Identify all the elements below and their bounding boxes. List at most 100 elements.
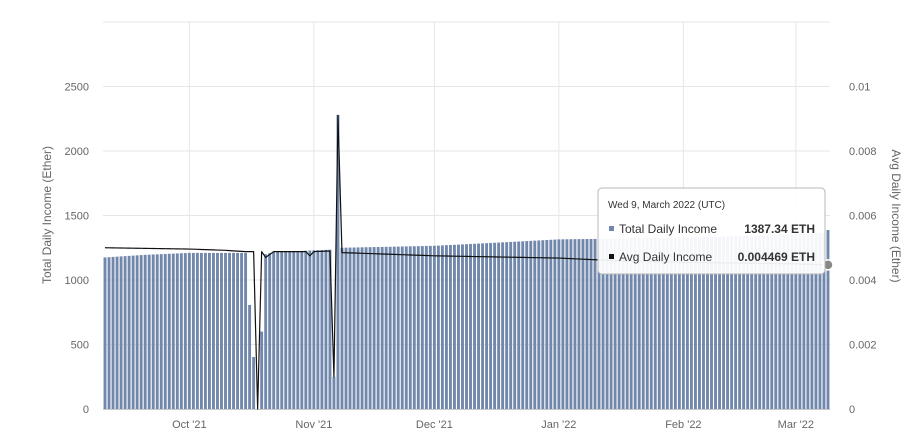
bar — [714, 236, 717, 409]
bar — [280, 251, 284, 409]
bar — [537, 240, 541, 409]
bar — [573, 239, 577, 409]
bar — [649, 238, 653, 409]
bar — [802, 233, 806, 409]
bar — [569, 239, 573, 409]
bar — [236, 252, 239, 409]
y-right-tick-label: 0 — [849, 404, 855, 416]
bar — [376, 246, 380, 409]
bar — [292, 251, 296, 409]
y-right-axis-title: Avg Daily Income (Ether) — [889, 149, 903, 282]
bar — [473, 243, 476, 409]
bar — [388, 246, 392, 409]
bar — [505, 242, 509, 409]
bar — [758, 235, 762, 409]
bar — [541, 240, 545, 409]
bar — [216, 252, 219, 409]
bar — [123, 256, 127, 409]
bar — [448, 245, 452, 409]
bar — [396, 246, 400, 409]
bar — [400, 246, 404, 409]
y-right-tick-label: 0.008 — [849, 146, 877, 158]
bar — [661, 237, 665, 409]
bar — [284, 251, 288, 409]
bar — [497, 242, 501, 409]
bar — [577, 239, 581, 409]
bar — [782, 234, 786, 409]
bar — [404, 246, 408, 409]
bar — [356, 247, 360, 409]
bar — [553, 239, 557, 409]
bar — [252, 356, 256, 409]
bar — [641, 238, 645, 409]
bar — [324, 249, 328, 409]
bar — [228, 252, 231, 409]
bar — [103, 257, 107, 409]
bar — [276, 252, 280, 409]
bar — [750, 235, 754, 409]
bar — [167, 253, 171, 409]
bar — [143, 254, 147, 409]
bar — [730, 236, 734, 409]
bar — [296, 251, 300, 409]
bar — [501, 242, 505, 409]
bar — [549, 239, 553, 409]
bar — [444, 245, 448, 409]
bar — [798, 234, 802, 409]
bar — [408, 246, 412, 409]
bar — [738, 236, 742, 409]
bar — [694, 237, 697, 409]
y-left-axis-title: Total Daily Income (Ether) — [40, 146, 54, 284]
bar — [822, 232, 826, 409]
tooltip: Wed 9, March 2022 (UTC) Total Daily Inco… — [597, 187, 826, 275]
y-right-tick-label: 0.006 — [849, 211, 877, 223]
y-left-tick-label: 1000 — [65, 275, 89, 287]
bar — [742, 236, 746, 409]
bar — [336, 114, 340, 409]
bar — [617, 238, 621, 409]
x-tick-label: Mar '22 — [778, 419, 814, 431]
bar — [207, 252, 211, 409]
bar — [348, 247, 352, 409]
bar — [677, 237, 681, 409]
bar — [477, 243, 480, 409]
x-tick-label: Nov '21 — [295, 419, 332, 431]
bar — [424, 245, 428, 409]
bar — [718, 236, 721, 409]
bar — [778, 234, 782, 409]
bar — [593, 238, 597, 409]
bar — [453, 244, 456, 409]
bar — [613, 238, 617, 409]
bar — [360, 247, 364, 409]
bar — [629, 238, 633, 409]
bar — [481, 243, 485, 409]
bar — [669, 237, 673, 409]
bar — [681, 237, 685, 409]
bar — [806, 233, 810, 409]
bar — [794, 234, 798, 409]
bar — [264, 254, 268, 409]
bar — [416, 246, 420, 409]
bar — [698, 237, 701, 409]
bar — [344, 247, 348, 409]
bar — [127, 255, 131, 409]
bar — [465, 244, 468, 409]
bar — [352, 247, 356, 409]
bar — [440, 245, 444, 409]
bar — [203, 252, 207, 409]
bar — [380, 246, 384, 409]
bar — [428, 245, 432, 409]
bar — [212, 252, 215, 409]
bar — [770, 235, 774, 409]
bar — [135, 255, 139, 409]
bar — [734, 236, 738, 409]
bar — [585, 239, 589, 409]
bar — [240, 252, 244, 409]
bar — [657, 237, 661, 409]
bar — [191, 252, 195, 409]
bar — [702, 236, 705, 409]
x-tick-labels: Oct '21 Nov '21 Dec '21 Jan '22 Feb '22 Mar '… — [172, 419, 814, 431]
bar — [364, 247, 368, 409]
bar — [199, 252, 203, 409]
bar — [163, 253, 167, 409]
